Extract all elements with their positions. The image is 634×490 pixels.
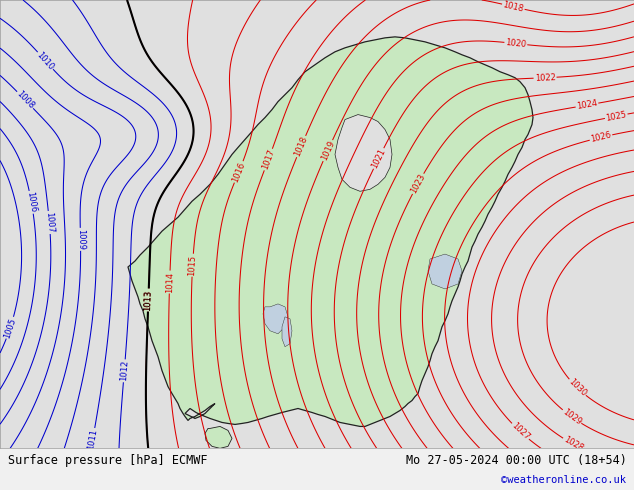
Text: 1012: 1012 [119, 360, 129, 382]
Text: 1018: 1018 [293, 135, 309, 158]
Polygon shape [128, 37, 533, 426]
Polygon shape [428, 254, 462, 289]
Text: 1024: 1024 [576, 99, 598, 111]
Text: 1026: 1026 [590, 130, 612, 144]
Text: 1022: 1022 [534, 73, 556, 83]
Text: 1025: 1025 [605, 110, 628, 122]
Text: 1008: 1008 [15, 89, 36, 111]
Polygon shape [282, 317, 292, 347]
Text: 1015: 1015 [188, 254, 198, 276]
Text: 1023: 1023 [409, 172, 427, 195]
Text: 1029: 1029 [560, 407, 583, 427]
Text: 1006: 1006 [25, 191, 37, 214]
Polygon shape [335, 115, 392, 191]
Text: 1020: 1020 [505, 38, 527, 49]
Text: 1013: 1013 [143, 289, 153, 311]
Text: 1007: 1007 [44, 212, 55, 233]
Text: Mo 27-05-2024 00:00 UTC (18+54): Mo 27-05-2024 00:00 UTC (18+54) [406, 454, 626, 467]
Text: 1021: 1021 [370, 147, 387, 170]
Text: 1028: 1028 [562, 435, 585, 453]
Text: 1016: 1016 [231, 160, 247, 183]
Text: 1011: 1011 [86, 428, 99, 450]
Text: ©weatheronline.co.uk: ©weatheronline.co.uk [501, 475, 626, 485]
Text: 1018: 1018 [502, 0, 525, 14]
Polygon shape [263, 304, 288, 334]
Text: 1005: 1005 [3, 317, 18, 339]
Text: 1017: 1017 [261, 148, 276, 171]
Text: 1014: 1014 [165, 271, 174, 293]
Text: 1010: 1010 [35, 50, 56, 72]
Text: 1027: 1027 [510, 421, 531, 442]
Text: 1013: 1013 [143, 289, 153, 311]
Text: 1030: 1030 [567, 377, 588, 398]
Text: 1009: 1009 [76, 229, 85, 250]
Polygon shape [205, 426, 232, 448]
Text: 1019: 1019 [320, 139, 336, 162]
Text: Surface pressure [hPa] ECMWF: Surface pressure [hPa] ECMWF [8, 454, 207, 467]
